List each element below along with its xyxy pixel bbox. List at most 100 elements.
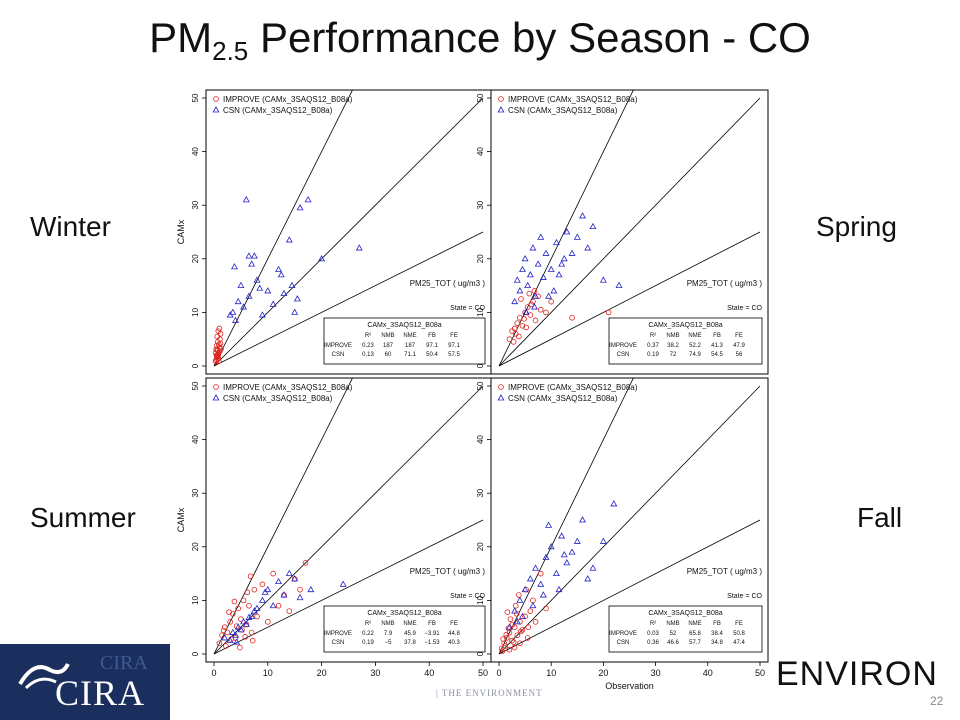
stats-table-cell: 97.1 xyxy=(448,343,460,349)
one-to-one-line xyxy=(498,385,761,655)
csn-point xyxy=(258,596,266,603)
improve-point xyxy=(524,635,531,641)
stats-table-header: NMB xyxy=(381,621,394,627)
title-pm: PM xyxy=(149,14,213,61)
improve-point xyxy=(216,358,222,364)
improve-point xyxy=(213,346,219,353)
one-to-two-line xyxy=(498,519,761,655)
annotation-state: State = CO xyxy=(450,305,485,312)
stats-table-cell: −1.53 xyxy=(424,640,440,646)
stats-table-cell: 34.8 xyxy=(711,640,723,646)
csn-point xyxy=(511,607,519,614)
legend-improve-label: IMPROVE (CAMx_3SAQS12_B08a) xyxy=(223,95,353,104)
cira-logo-text: CIRA xyxy=(55,673,146,713)
csn-point xyxy=(253,604,261,611)
csn-point xyxy=(539,591,547,598)
improve-point xyxy=(228,636,235,642)
improve-point xyxy=(504,609,511,615)
improve-point xyxy=(527,608,534,614)
y-tick-label: 0 xyxy=(191,363,200,368)
x-tick-label: 50 xyxy=(478,668,488,678)
csn-point xyxy=(610,500,618,507)
csn-point xyxy=(288,281,296,289)
improve-point xyxy=(216,341,222,348)
improve-point xyxy=(511,325,518,332)
improve-point xyxy=(235,605,242,612)
stats-table-cell: 0.19 xyxy=(647,352,659,358)
csn-point xyxy=(264,585,272,593)
legend-improve-marker xyxy=(213,96,219,102)
improve-point xyxy=(275,602,282,609)
csn-point xyxy=(545,292,553,299)
y-tick-label: 50 xyxy=(476,93,485,102)
improve-point xyxy=(514,632,521,639)
stats-table-cell: 74.9 xyxy=(689,352,701,358)
csn-point xyxy=(568,249,576,256)
csn-point xyxy=(579,516,587,523)
csn-point xyxy=(275,577,283,585)
improve-point xyxy=(510,639,517,646)
improve-point xyxy=(216,640,223,647)
improve-point xyxy=(302,560,309,566)
y-tick-label: 20 xyxy=(191,542,200,551)
stats-table-cell: 38.4 xyxy=(711,631,723,637)
csn-point xyxy=(237,626,245,633)
csn-point xyxy=(539,273,547,280)
stats-table-cell: 97.1 xyxy=(426,343,438,349)
environ-logo-text: ENVIRON xyxy=(776,655,938,693)
csn-point xyxy=(599,276,607,283)
stats-table-cell: 187 xyxy=(383,343,394,349)
improve-point xyxy=(214,333,221,340)
legend-improve-marker xyxy=(498,384,504,390)
improve-point xyxy=(221,624,228,630)
season-label-summer: Summer xyxy=(30,502,136,533)
improve-point xyxy=(526,290,533,297)
stats-table-cell: 47.9 xyxy=(733,343,745,349)
csn-point xyxy=(280,289,288,297)
improve-point xyxy=(215,328,222,334)
improve-point xyxy=(503,631,510,638)
csn-point xyxy=(526,271,534,278)
stats-table-cell: 0.37 xyxy=(647,343,659,349)
y-tick-label: 50 xyxy=(191,381,200,390)
stats-table-title: CAMx_3SAQS12_B08a xyxy=(367,610,441,617)
csn-point xyxy=(563,559,571,566)
improve-point xyxy=(535,293,541,300)
improve-point xyxy=(605,309,612,316)
csn-point xyxy=(355,244,363,251)
improve-point xyxy=(230,610,236,617)
csn-point xyxy=(519,612,526,619)
improve-point xyxy=(498,645,505,652)
csn-point xyxy=(240,303,248,310)
stats-table-header: NME xyxy=(688,621,701,627)
csn-point xyxy=(291,308,299,315)
season-label-fall: Fall xyxy=(857,502,903,533)
annotation-state: State = CO xyxy=(450,593,485,600)
csn-point xyxy=(261,588,269,595)
csn-point xyxy=(526,575,534,582)
stats-table-cell: 41.3 xyxy=(711,343,723,349)
stats-table-header: FE xyxy=(450,333,458,339)
y-tick-label: 10 xyxy=(191,595,200,604)
stats-table-header: NMB xyxy=(666,333,679,339)
csn-point xyxy=(232,631,240,638)
improve-point xyxy=(548,298,555,305)
stats-table-header: FE xyxy=(735,333,743,339)
improve-point xyxy=(532,317,539,324)
two-to-one-line xyxy=(213,90,353,367)
csn-point xyxy=(256,284,264,291)
two-to-one-line xyxy=(498,378,634,655)
stats-table-cell: 50.8 xyxy=(733,631,745,637)
y-tick-label: 50 xyxy=(191,93,200,102)
improve-point xyxy=(509,637,515,644)
csn-point xyxy=(552,569,560,577)
improve-point xyxy=(227,619,233,625)
annotation-units: PM25_TOT ( ug/m3 ) xyxy=(687,279,763,288)
improve-point xyxy=(265,619,271,625)
plot-panel-winter: 0 10 20 30 40 50 CAMx IMPROVE (CAMx_3SAQS12_B08… xyxy=(176,89,492,375)
stats-table-box xyxy=(608,317,763,365)
csn-point xyxy=(250,607,258,614)
csn-point xyxy=(285,569,293,577)
cira-bird-icon xyxy=(18,663,70,690)
csn-point xyxy=(542,249,550,256)
